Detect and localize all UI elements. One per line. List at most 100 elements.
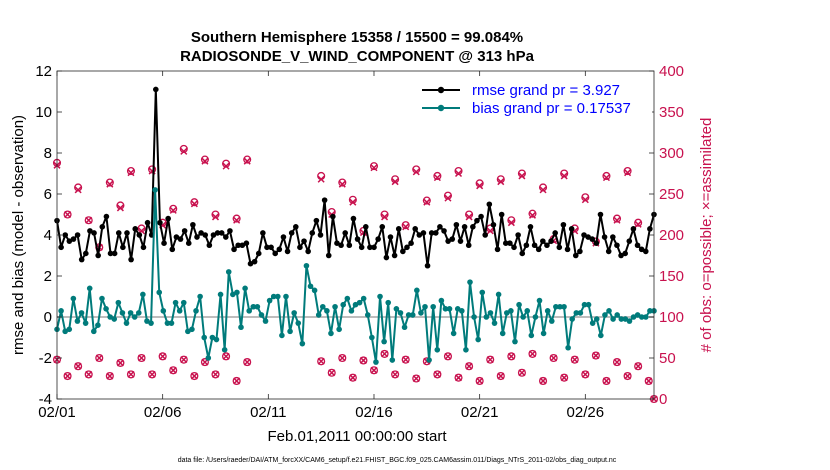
obs-possible-marker-1 [63, 210, 72, 219]
bias-point-14 [111, 316, 118, 322]
bias-point-10 [95, 322, 101, 329]
bias-point-23 [148, 320, 154, 326]
rmse-point-139 [626, 238, 633, 244]
bias-point-68 [332, 303, 338, 310]
rmse-point-33 [190, 221, 196, 228]
obs-low-possible-marker-18 [243, 358, 252, 367]
obs-low-possible-marker-11 [169, 366, 178, 375]
obs-possible-marker-7 [126, 166, 136, 176]
obs-low-assimilated-marker-28 [412, 374, 420, 383]
rmse-point-105 [486, 201, 493, 208]
obs-assimilated-marker-32 [454, 169, 463, 178]
rmse-point-115 [527, 224, 534, 230]
bias-point-140 [626, 318, 633, 324]
obs-possible-marker-30 [433, 171, 442, 181]
bias-point-4 [70, 295, 77, 302]
obs-low-possible-marker-32 [454, 373, 463, 382]
obs-low-possible-marker-20 [327, 368, 336, 377]
rmse-point-6 [78, 256, 85, 263]
obs-low-assimilated-marker-1 [64, 372, 72, 380]
bias-point-47 [246, 308, 252, 314]
bias-point-19 [131, 314, 138, 320]
obs-low-assimilated-marker-9 [148, 370, 156, 378]
obs-low-possible-marker-7 [126, 370, 136, 379]
rmse-point-62 [309, 230, 316, 236]
obs-low-possible-marker-36 [496, 371, 505, 381]
obs-low-possible-marker-5 [105, 371, 114, 381]
obs-assimilated-marker-38 [518, 172, 526, 180]
bias-point-55 [279, 332, 285, 339]
bias-point-82 [389, 357, 396, 363]
obs-low-assimilated-marker-39 [528, 350, 537, 358]
bias-point-48 [250, 303, 257, 310]
obs-low-possible-marker-6 [116, 358, 125, 367]
bias-point-97 [450, 330, 457, 337]
obs-low-possible-marker-22 [348, 373, 357, 382]
bias-point-109 [499, 330, 506, 337]
obs-possible-marker-48 [623, 166, 632, 176]
obs-low-assimilated-marker-5 [106, 372, 114, 380]
y-left-tick-label-3: 2 [44, 268, 52, 285]
bias-point-63 [311, 287, 318, 294]
bias-point-53 [270, 293, 277, 300]
obs-assimilated-marker-1 [64, 210, 72, 219]
bias-point-16 [119, 310, 126, 316]
rmse-point-13 [107, 250, 114, 257]
obs-low-possible-marker-13 [190, 371, 199, 381]
bias-point-21 [140, 291, 146, 298]
y-right-tick-label-6: 300 [659, 145, 684, 162]
obs-low-possible-marker-27 [401, 355, 410, 364]
bias-point-58 [291, 310, 297, 316]
y-axis-right-label: # of obs: o=possible; ×=assimilated [698, 118, 715, 353]
rmse-point-32 [185, 240, 192, 246]
rmse-point-28 [169, 246, 176, 253]
obs-low-assimilated-marker-8 [138, 354, 146, 362]
bias-point-117 [532, 314, 539, 320]
rmse-point-48 [251, 258, 258, 265]
bias-point-135 [606, 308, 612, 314]
rmse-point-85 [404, 244, 410, 251]
rmse-point-77 [371, 244, 377, 251]
obs-low-possible-marker-48 [623, 371, 632, 381]
obs-low-possible-marker-43 [570, 355, 579, 364]
rmse-point-99 [461, 224, 468, 230]
bias-point-30 [176, 308, 183, 314]
bias-point-107 [491, 320, 498, 326]
rmse-point-17 [124, 230, 130, 236]
rmse-point-138 [622, 250, 628, 257]
obs-low-possible-marker-8 [137, 353, 146, 363]
y-left-tick-label-2: 0 [44, 309, 52, 326]
bias-point-113 [516, 301, 522, 308]
obs-possible-marker-5 [105, 178, 114, 187]
rmse-point-91 [428, 230, 435, 236]
rmse-point-140 [630, 226, 637, 232]
y-right-tick-label-1: 50 [659, 350, 676, 367]
rmse-point-106 [490, 221, 497, 228]
obs-possible-marker-13 [190, 198, 199, 207]
bias-point-138 [618, 316, 625, 322]
obs-low-assimilated-marker-43 [571, 356, 579, 364]
obs-low-possible-marker-38 [517, 368, 526, 377]
obs-low-assimilated-marker-47 [613, 358, 621, 366]
bias-point-60 [299, 340, 306, 347]
rmse-point-120 [548, 238, 554, 244]
rmse-point-104 [482, 232, 488, 238]
rmse-point-121 [552, 230, 558, 236]
rmse-point-24 [153, 86, 159, 93]
bias-point-52 [266, 297, 273, 304]
bias-point-145 [647, 308, 653, 314]
bias-point-8 [86, 285, 93, 292]
rmse-point-16 [120, 244, 126, 251]
bias-point-39 [213, 336, 220, 343]
x-tick-label-1: 02/06 [144, 404, 182, 421]
y-axis-left-label: rmse and bias (model - observation) [10, 115, 27, 355]
rmse-point-25 [157, 219, 163, 226]
bias-point-111 [508, 308, 514, 314]
obs-low-assimilated-marker-25 [381, 350, 389, 358]
rmse-point-10 [95, 252, 101, 259]
rmse-point-108 [498, 211, 505, 218]
rmse-point-118 [540, 238, 546, 244]
rmse-point-135 [610, 234, 616, 240]
y-left-tick-label-0: -4 [39, 391, 52, 408]
bias-point-116 [528, 332, 535, 339]
